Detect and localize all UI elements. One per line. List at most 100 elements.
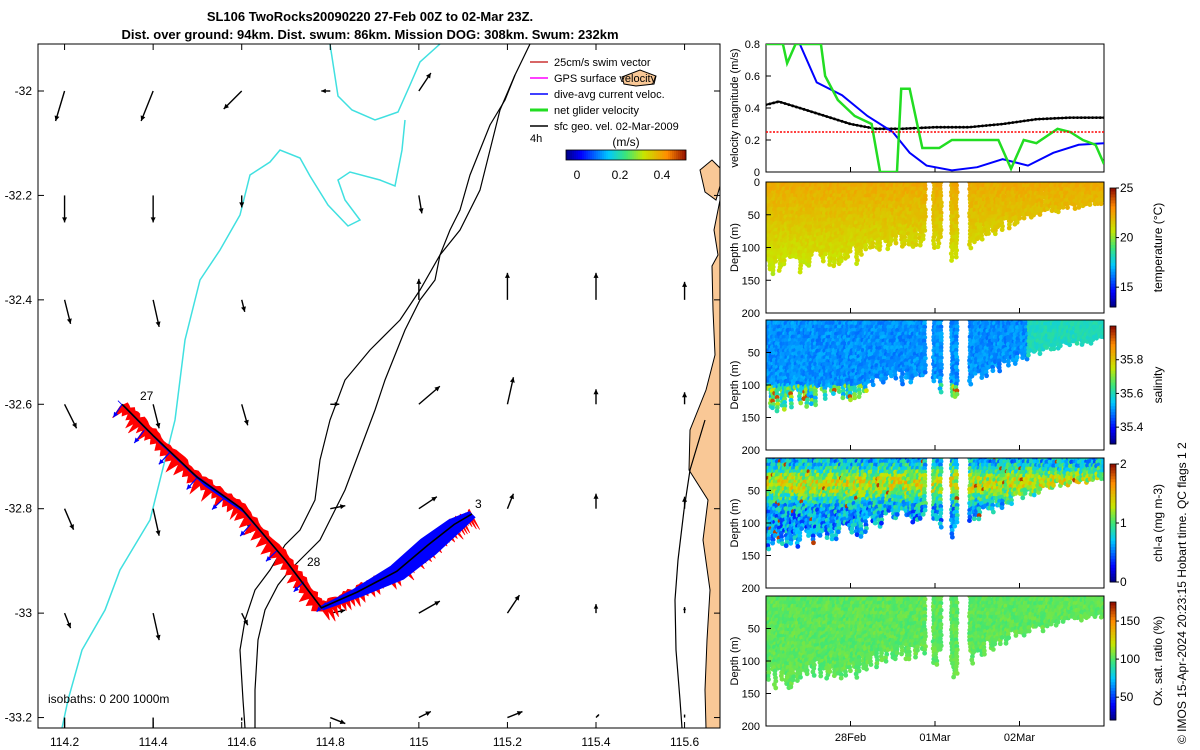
glider-track-layer [112,400,480,622]
temperature-point [979,233,984,239]
sfc-geo-vector [240,717,243,721]
velocity-black-marker [1060,116,1064,120]
temperature-colorbar-cell [1110,226,1116,231]
temperature-point [913,235,919,241]
temperature-point [921,200,927,206]
salinity-point [1074,340,1080,346]
map-colorbar-cell [600,150,603,160]
velocity-black-marker [874,127,878,131]
isobath-legend-label: isobaths: 0 200 1000m [48,692,169,706]
velocity-black-marker [981,124,984,128]
temperature-point [1039,199,1045,205]
temperature-point [806,262,812,268]
temperature-point [1087,202,1093,207]
map-colorbar-cell [648,150,651,160]
map-colorbar-cell [634,150,637,160]
temperature-point [877,247,882,252]
sfc-geo-vector [63,508,75,530]
dive-avg-current-vector [158,450,172,465]
velocity-black-marker [817,112,821,116]
map-colorbar-cell [674,150,677,160]
temperature-point [935,244,941,250]
velocity-black-marker [1079,116,1083,119]
temperature-colorbar-cell [1110,241,1116,246]
velocity-black-marker [791,104,794,108]
salinity-colorbar-cell [1110,355,1116,359]
velocity-black-marker [1038,117,1041,121]
map-colorbar-tick-0: 0 [574,168,581,182]
sfc-geo-vector [593,604,599,614]
velocity-black-marker [927,126,931,129]
salinity-point [894,321,900,326]
temperature-point [978,222,984,228]
temperature-ylabel: Depth (m) [729,223,741,272]
sfc-geo-vector [418,385,441,405]
map-xtick-label: 115 [409,735,428,749]
temperature-colorbar-cell [1110,304,1116,308]
map-colorbar-cell [624,150,627,160]
velocity-black-marker [1011,121,1015,124]
salinity-colorbar-cell [1110,429,1116,433]
temperature-point [770,271,776,277]
temperature-point [870,244,876,249]
map-colorbar-cell [606,150,609,160]
temperature-point [808,252,814,257]
temperature-point [938,213,944,219]
velocity-black-marker [1091,116,1095,119]
sfc-geo-vector [330,504,346,510]
map-colorbar-cell [604,150,607,160]
temperature-point [1021,183,1027,189]
velocity-black-marker [794,105,798,109]
salinity-ytick-label: 150 [742,413,760,425]
temperature-point [1065,205,1070,210]
dive-avg-current-vector [239,523,252,537]
sfc-geo-vector [683,714,686,718]
temperature-point [913,242,919,247]
temperature-point [972,239,977,245]
map-colorbar-cell [658,150,661,160]
temperature-point [1071,190,1077,196]
velocity-black-marker [969,125,973,129]
temperature-point [985,193,991,199]
velocity-black-marker [1041,117,1045,121]
temperature-point [989,196,995,202]
velocity-black-marker [863,125,867,129]
salinity-point [782,400,788,405]
sfc-geo-vector [152,299,161,327]
salinity-ylabel: Depth (m) [729,361,741,410]
salinity-point [1057,343,1063,349]
sfc-geo-vector [321,88,331,94]
temperature-point [999,227,1005,233]
map-colorbar-cell [628,150,631,160]
map-ytick-label: -33 [15,606,33,620]
temperature-colorbar-cell [1110,286,1116,290]
temperature-colorbar-cell [1110,289,1116,293]
salinity-point [851,365,857,370]
sfc-geo-vector [152,508,161,536]
velocity-black-marker [1049,117,1053,120]
temperature-point [798,259,804,265]
legend-label-swim: 25cm/s swim vector [554,57,651,69]
salinity-colorbar-cell [1110,370,1116,374]
velocity-black-marker [1026,118,1030,122]
salinity-point [887,328,893,333]
sfc-geo-vector [418,496,438,510]
temperature-point [863,243,869,248]
velocity-black-marker [1072,116,1076,119]
salinity-point [931,378,937,384]
temperature-colorbar-cell [1110,235,1116,240]
salinity-point [848,397,853,403]
sfc-geo-vector [241,299,246,313]
salinity-colorbar-cell [1110,364,1116,368]
salinity-point [938,348,944,354]
map-colorbar-cell [646,150,649,160]
temperature-ytick-label: 0 [754,177,760,189]
salinity-colorbar-cell [1110,361,1116,365]
swim-vector-envelope [112,402,480,622]
velocity-black-marker [1034,117,1038,121]
map-colorbar-cell [590,150,593,160]
velocity-black-marker [954,125,958,129]
salinity-colorbar-cell [1110,367,1116,371]
velocity-black-marker [1015,120,1019,124]
